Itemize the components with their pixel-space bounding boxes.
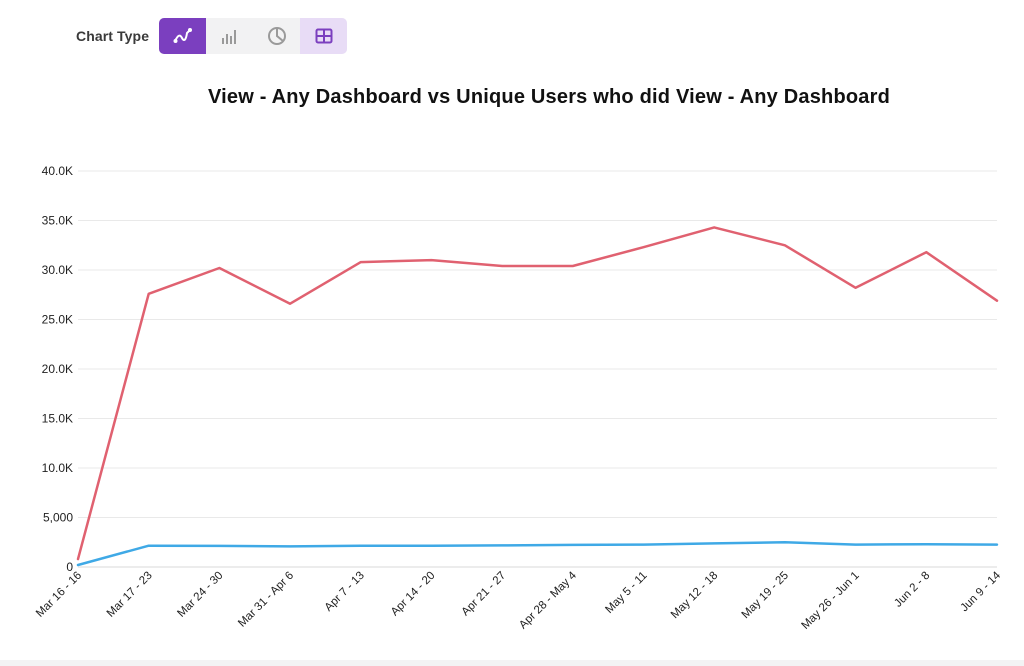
x-tick-label: Mar 17 - 23 [105, 570, 155, 620]
x-tick-label: May 5 - 11 [603, 570, 649, 616]
x-tick-label: Apr 28 - May 4 [517, 569, 579, 631]
bar-chart-button[interactable] [206, 18, 253, 54]
series-line-0 [76, 226, 999, 561]
y-tick-label: 30.0K [42, 263, 73, 277]
table-icon [315, 28, 333, 44]
x-tick-label: May 12 - 18 [669, 570, 720, 621]
chart-type-toolbar: Chart Type [76, 18, 348, 54]
y-tick-label: 25.0K [42, 313, 73, 327]
x-tick-label: Jun 9 - 14 [958, 569, 1003, 614]
pie-chart-button[interactable] [253, 18, 300, 54]
y-tick-label: 5,000 [43, 511, 73, 525]
chart-type-label: Chart Type [76, 28, 150, 44]
x-tick-label: Apr 21 - 27 [460, 570, 509, 619]
x-tick-label: Mar 16 - 16 [34, 570, 84, 620]
y-tick-label: 10.0K [42, 461, 73, 475]
x-tick-label: Mar 31 - Apr 6 [236, 570, 296, 630]
x-tick-label: Mar 24 - 30 [175, 570, 225, 620]
y-tick-label: 15.0K [42, 412, 73, 426]
bar-chart-icon [221, 30, 236, 44]
y-tick-label: 35.0K [42, 214, 73, 228]
x-tick-label: Apr 14 - 20 [389, 570, 438, 619]
x-tick-label: Jun 2 - 8 [892, 570, 932, 610]
chart-title: View - Any Dashboard vs Unique Users who… [207, 86, 891, 108]
bottom-strip [0, 660, 1024, 666]
line-chart-button[interactable] [159, 18, 207, 54]
line-chart-icon [173, 28, 192, 43]
y-tick-label: 20.0K [42, 362, 73, 376]
x-tick-label: Apr 7 - 13 [323, 570, 367, 614]
table-view-button[interactable] [300, 18, 348, 54]
pie-chart-icon [267, 27, 286, 45]
x-tick-label: May 19 - 25 [740, 570, 791, 621]
x-tick-label: May 26 - Jun 1 [799, 570, 861, 632]
y-tick-label: 0 [66, 560, 73, 574]
chart-type-selector [159, 18, 348, 54]
y-tick-label: 40.0K [42, 164, 73, 178]
series-line-1 [76, 541, 999, 567]
